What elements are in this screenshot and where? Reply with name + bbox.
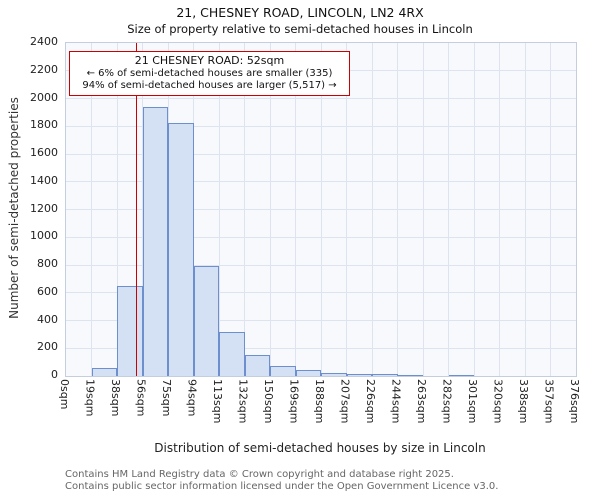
x-tick-label: 56sqm (134, 379, 148, 417)
x-tick-label: 94sqm (185, 379, 199, 417)
x-tick-label: 301sqm (466, 379, 479, 424)
gridline-x (91, 43, 92, 376)
gridline-x (550, 43, 551, 376)
chart-title: 21, CHESNEY ROAD, LINCOLN, LN2 4RX (176, 5, 424, 20)
gridline-x (499, 43, 500, 376)
x-tick-label: 338sqm (517, 379, 530, 424)
histogram-bar (168, 123, 194, 376)
gridline-x (193, 43, 194, 376)
histogram-bar (142, 106, 168, 376)
footer-attribution-line-2: Contains public sector information licen… (65, 481, 499, 492)
x-tick-label: 357sqm (542, 379, 556, 424)
gridline-x (295, 43, 296, 376)
footer: Contains HM Land Registry data © Crown c… (65, 469, 498, 493)
y-tick-label: 0 (51, 368, 58, 381)
gridline-x (218, 43, 220, 376)
gridline-x (448, 43, 449, 376)
histogram-bar (270, 366, 296, 376)
chart-subtitle: Size of property relative to semi-detach… (127, 22, 473, 36)
x-tick-label: 263sqm (415, 379, 428, 424)
gridline-x (524, 43, 526, 376)
x-tick-label: 169sqm (287, 379, 301, 424)
histogram-bar (295, 370, 321, 376)
histogram-bar (321, 373, 347, 376)
annotation-smaller-line: ← 6% of semi-detached houses are smaller… (86, 68, 333, 79)
annotation-property-line: 21 CHESNEY ROAD: 52sqm (134, 54, 285, 67)
gridline-x (397, 43, 398, 376)
y-tick-label: 1600 (30, 146, 58, 159)
annotation-larger-line: 94% of semi-detached houses are larger (… (82, 80, 337, 91)
x-tick-label: 226sqm (364, 379, 377, 424)
gridline-x (346, 43, 347, 376)
histogram-bar (219, 331, 245, 376)
x-tick-label: 38sqm (109, 379, 122, 417)
histogram-bar (397, 374, 423, 376)
histogram-bar (244, 355, 270, 376)
x-tick-label: 75sqm (160, 379, 173, 417)
x-tick-label: 150sqm (262, 379, 275, 424)
x-tick-label: 282sqm (440, 379, 454, 424)
y-tick-label: 1800 (30, 118, 58, 132)
histogram-bar (346, 373, 372, 376)
annotation-box: 21 CHESNEY ROAD: 52sqm ← 6% of semi-deta… (69, 51, 350, 96)
gridline-x (269, 43, 271, 376)
histogram-bar (193, 266, 219, 376)
gridline-x (473, 43, 475, 376)
y-tick-label: 1000 (30, 229, 58, 243)
gridline-x (244, 43, 245, 376)
histogram-bar (372, 373, 398, 376)
histogram-bar (117, 285, 143, 376)
plot-area: 21 CHESNEY ROAD: 52sqm ← 6% of semi-deta… (65, 42, 577, 377)
y-tick-label: 1400 (30, 173, 58, 187)
gridline-x (422, 43, 424, 376)
y-tick-label: 2000 (30, 90, 58, 104)
x-tick-label: 376sqm (568, 379, 581, 424)
histogram-bar (448, 374, 474, 376)
y-tick-label: 200 (37, 340, 58, 354)
x-tick-label: 113sqm (211, 379, 224, 424)
y-tick-label: 400 (37, 312, 58, 326)
x-tick-label: 320sqm (491, 379, 505, 424)
x-tick-label: 132sqm (236, 379, 250, 424)
x-tick-label: 0sqm (58, 379, 71, 410)
gridline-x (371, 43, 373, 376)
y-tick-label: 800 (37, 257, 58, 270)
y-tick-label: 1200 (30, 201, 58, 215)
footer-attribution-line-1: Contains HM Land Registry data © Crown c… (65, 469, 454, 480)
histogram-bar (91, 367, 117, 376)
x-tick-label: 19sqm (83, 379, 97, 417)
y-tick-label: 600 (37, 284, 58, 298)
x-tick-label: 244sqm (389, 379, 403, 424)
y-tick-label: 2400 (30, 35, 58, 48)
property-size-marker-line (135, 43, 138, 376)
x-tick-label: 207sqm (338, 379, 352, 424)
x-tick-label: 188sqm (313, 379, 326, 424)
x-axis-label: Distribution of semi-detached houses by … (154, 441, 486, 455)
gridline-x (116, 43, 118, 376)
gridline-x (320, 43, 322, 376)
y-tick-label: 2200 (30, 62, 58, 76)
